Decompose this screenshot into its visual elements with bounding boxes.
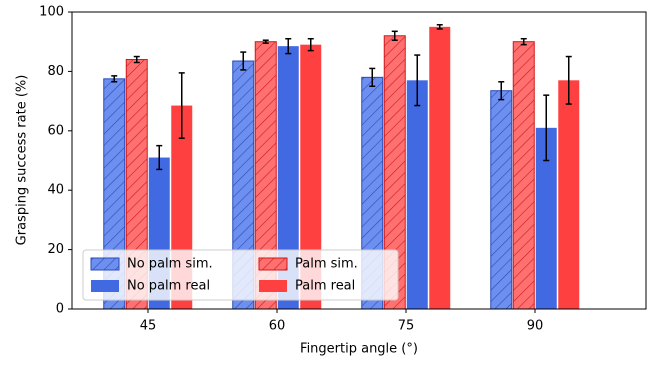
- bar: [512, 41, 535, 310]
- bar: [535, 127, 557, 309]
- error-bar: [436, 24, 443, 30]
- x-tick-label: 45: [140, 319, 157, 334]
- legend-swatch: [90, 257, 120, 271]
- legend-label: No palm sim.: [127, 257, 213, 272]
- plot-frame: [71, 11, 647, 310]
- error-bar: [111, 75, 118, 83]
- x-tick-label: 90: [527, 319, 544, 334]
- bar: [300, 44, 322, 310]
- bar: [429, 26, 451, 309]
- error-bar: [543, 94, 550, 162]
- x-tick-label: 60: [269, 319, 286, 334]
- error-bar: [285, 37, 292, 55]
- bar: [558, 80, 580, 309]
- error-bar: [520, 37, 527, 46]
- legend-label: Palm sim.: [295, 257, 358, 272]
- error-bar: [391, 30, 398, 41]
- error-bar: [307, 37, 314, 52]
- legend: No palm sim. Palm sim. No palm real Palm re…: [82, 249, 399, 301]
- error-bar: [369, 67, 376, 87]
- y-tick-label: 80: [47, 64, 64, 79]
- error-bar: [565, 55, 572, 105]
- error-bar: [262, 39, 269, 44]
- bar: [277, 46, 299, 309]
- error-bar: [178, 72, 185, 139]
- y-axis-title: Grasping success rate (%): [15, 75, 30, 246]
- legend-swatch: [258, 257, 288, 271]
- legend-swatch: [91, 280, 119, 292]
- x-tick-label: 75: [398, 319, 415, 334]
- error-bar: [240, 51, 247, 71]
- bar: [406, 80, 428, 309]
- y-tick-label: 100: [39, 5, 64, 20]
- x-axis-title: Fingertip angle (°): [300, 342, 418, 357]
- y-tick-label: 20: [47, 242, 64, 257]
- y-tick-label: 0: [56, 302, 64, 317]
- bar: [490, 90, 513, 310]
- y-tick-label: 40: [47, 183, 64, 198]
- legend-box: [82, 249, 399, 301]
- error-bar: [133, 55, 140, 64]
- legend-label: No palm real: [127, 279, 210, 294]
- legend-swatch: [259, 280, 287, 292]
- y-tick-label: 60: [47, 123, 64, 138]
- error-bar: [498, 81, 505, 101]
- legend-label: Palm real: [295, 279, 355, 294]
- error-bar: [156, 144, 163, 171]
- error-bar: [414, 54, 421, 107]
